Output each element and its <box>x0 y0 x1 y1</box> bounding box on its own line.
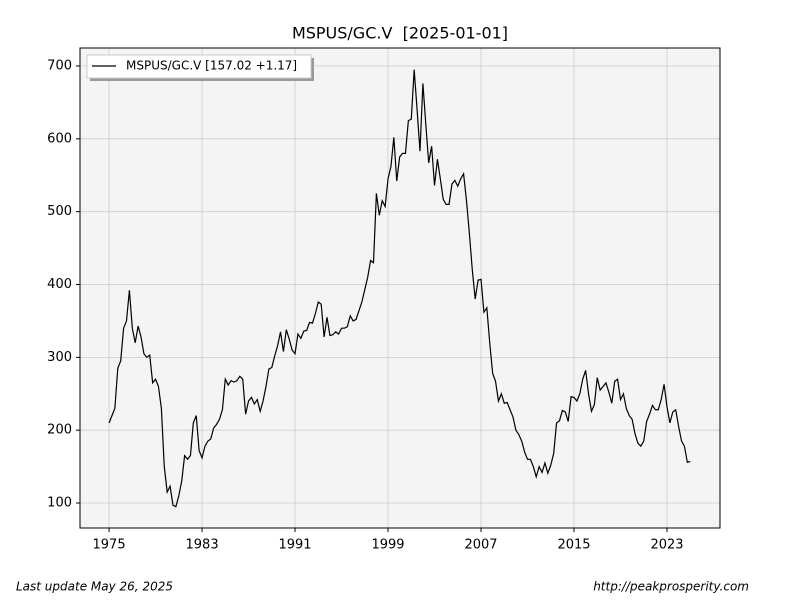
plot-area <box>80 48 720 528</box>
x-tick-label: 2015 <box>557 538 590 553</box>
legend-box <box>86 54 312 79</box>
y-tick-label: 600 <box>47 131 72 146</box>
y-tick-label: 400 <box>47 277 72 292</box>
footer-left: Last update May 26, 2025 <box>16 580 173 594</box>
chart-title: MSPUS/GC.V [2025-01-01] <box>292 24 508 43</box>
plot-frame <box>79 47 721 529</box>
x-tick-label: 1991 <box>278 538 311 553</box>
x-tick-label: 2023 <box>650 538 683 553</box>
footer-right: http://peakprosperity.com <box>593 580 749 594</box>
x-tick-label: 1975 <box>93 538 126 553</box>
y-tick-label: 700 <box>47 58 72 73</box>
y-tick-label: 300 <box>47 350 72 365</box>
x-tick-label: 2007 <box>464 538 497 553</box>
y-tick-label: 100 <box>47 496 72 511</box>
x-tick-label: 1983 <box>186 538 219 553</box>
y-tick-label: 500 <box>47 204 72 219</box>
legend-label: MSPUS/GC.V [157.02 +1.17] <box>126 59 297 73</box>
y-tick-label: 200 <box>47 423 72 438</box>
x-tick-label: 1999 <box>371 538 404 553</box>
data-line <box>108 69 691 508</box>
